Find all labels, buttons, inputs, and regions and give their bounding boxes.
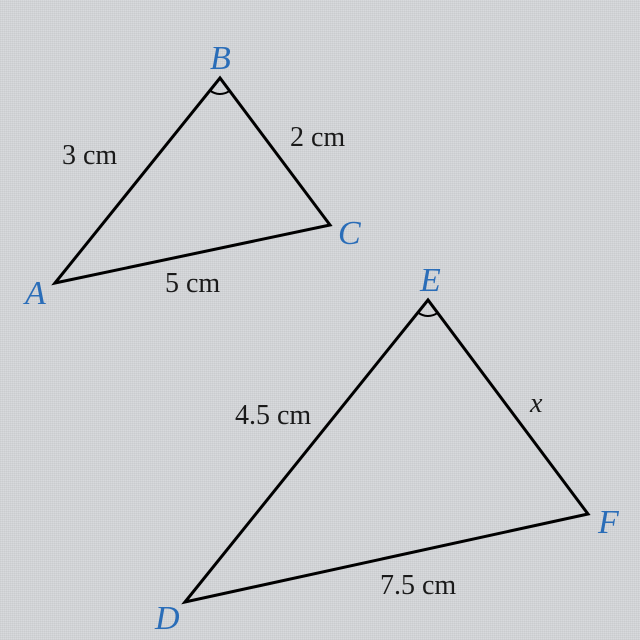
geometry-diagram: A B C 3 cm 2 cm 5 cm D E F 4.5 cm x 7.5 cm [0, 0, 640, 640]
edge-label-DEF-EF: x [530, 388, 542, 420]
vertex-label-B: B [210, 40, 231, 78]
vertex-label-F: F [598, 504, 619, 542]
vertex-label-C: C [338, 215, 361, 253]
edge-label-ABC-BC: 2 cm [290, 122, 345, 154]
edge-label-ABC-AC: 5 cm [165, 268, 220, 300]
edge-label-DEF-DF: 7.5 cm [380, 570, 456, 602]
triangle-DEF [185, 300, 588, 602]
vertex-label-A: A [25, 275, 46, 313]
vertex-label-D: D [155, 600, 180, 638]
triangle-ABC [55, 78, 330, 283]
edge-label-DEF-DE: 4.5 cm [235, 400, 311, 432]
vertex-label-E: E [420, 262, 441, 300]
angle-marker-E [418, 312, 438, 316]
angle-marker-B [210, 90, 230, 94]
triangle-canvas [0, 0, 640, 640]
edge-label-ABC-AB: 3 cm [62, 140, 117, 172]
